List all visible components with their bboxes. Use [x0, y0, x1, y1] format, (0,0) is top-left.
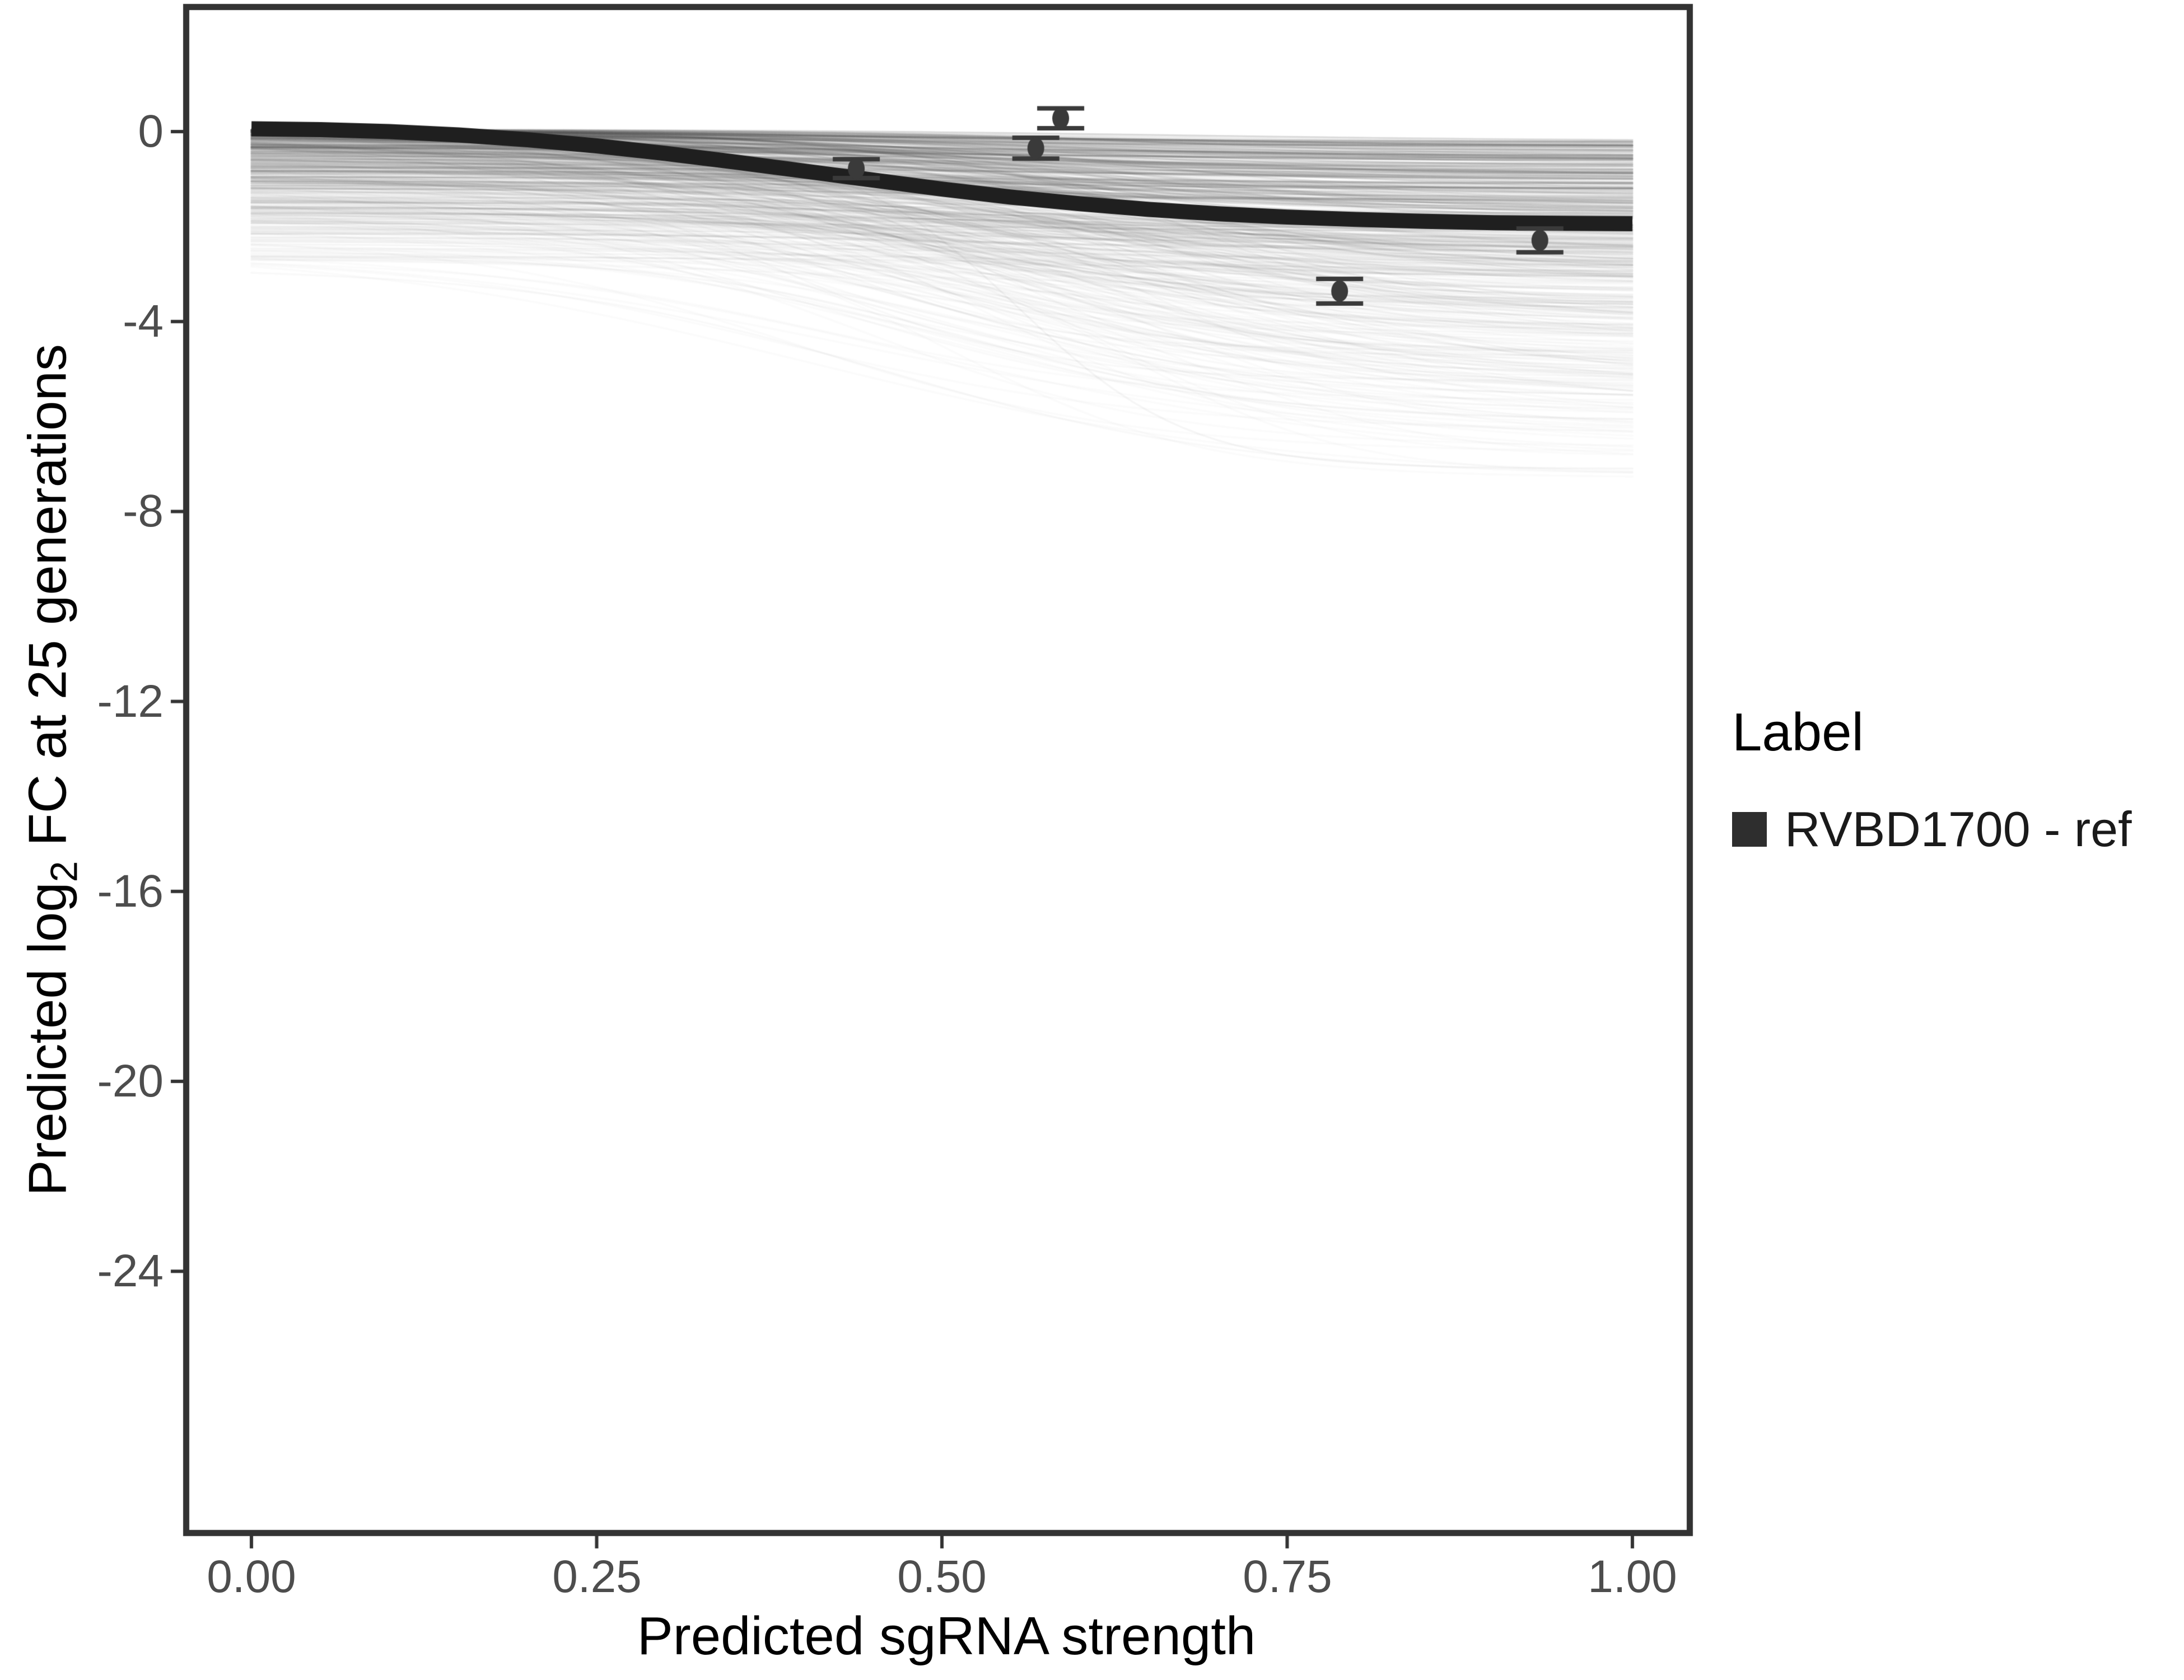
y-tick-label-5: -20	[97, 1056, 164, 1107]
y-axis-title-pre: Predicted log	[17, 882, 78, 1196]
y-tick-label-4: -16	[97, 866, 164, 917]
legend-title: Label	[1732, 702, 1864, 762]
legend-entry-rvbd1700: RVBD1700 - ref	[1732, 801, 2132, 858]
y-tick-label-6: -24	[97, 1245, 164, 1296]
y-tick-label-2: -8	[123, 486, 164, 536]
x-tick-label-1: 0.25	[552, 1551, 642, 1602]
y-axis-title-post: FC at 25 generations	[17, 344, 78, 861]
x-tick-label-0: 0.00	[207, 1551, 296, 1602]
x-axis-title: Predicted sgRNA strength	[637, 1606, 1256, 1666]
y-axis-title-sub: 2	[43, 861, 86, 883]
legend-key-swatch	[1732, 812, 1767, 847]
x-tick-label-3: 0.75	[1243, 1551, 1332, 1602]
y-axis-title: Predicted log2 FC at 25 generations	[17, 344, 92, 1196]
y-tick-label-0: 0	[138, 106, 164, 157]
x-tick-label-4: 1.00	[1588, 1551, 1677, 1602]
y-tick-label-1: -4	[123, 296, 164, 347]
y-tick-label-3: -12	[97, 676, 164, 727]
legend-entry-label: RVBD1700 - ref	[1785, 801, 2132, 857]
x-tick-label-2: 0.50	[897, 1551, 987, 1602]
legend: Label RVBD1700 - ref	[1732, 704, 2132, 858]
